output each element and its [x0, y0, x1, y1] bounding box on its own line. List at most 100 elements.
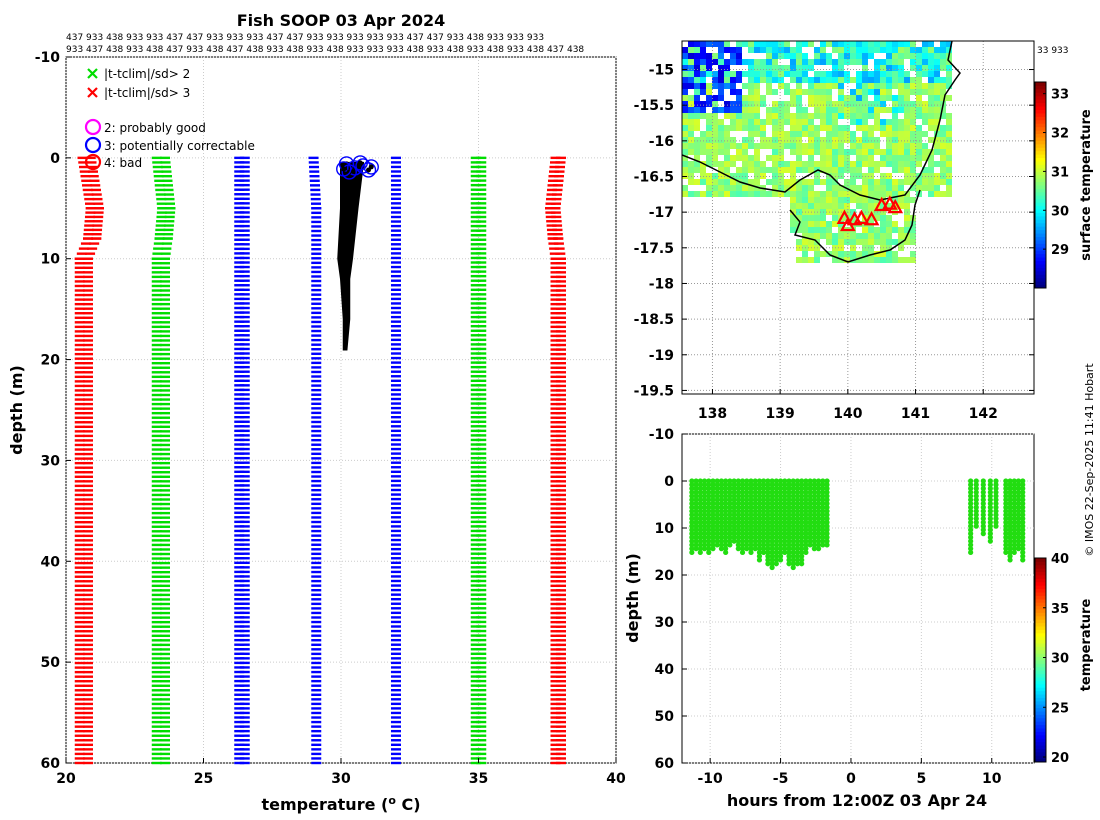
clim-1sd-high-mark: [391, 206, 401, 210]
clim-1sd-low-mark: [234, 397, 245, 401]
sst-pixel: [862, 47, 868, 53]
clim-2sd-high-mark: [470, 375, 481, 378]
clim-1sd-high-mark: [391, 611, 401, 615]
clim-mean-mark: [311, 452, 322, 456]
cast-point: [710, 504, 716, 510]
cast-point: [1003, 519, 1009, 525]
clim-2sd-high-mark: [470, 629, 481, 633]
cast-point: [790, 485, 796, 492]
cast-point: [993, 485, 999, 492]
cast-point: [714, 534, 720, 541]
cast-point: [756, 512, 763, 518]
clim-mean-mark: [311, 484, 322, 487]
colorbar-segment: [1035, 707, 1046, 712]
sst-pixel: [886, 89, 892, 95]
clim-3sd-low-inner-mark: [83, 348, 93, 351]
clim-3sd-high-inner-mark: [556, 439, 566, 442]
clim-2sd-low-inner-mark: [160, 348, 170, 351]
sst-pixel: [808, 215, 814, 221]
sst-pixel: [808, 95, 814, 101]
sst-pixel: [868, 185, 874, 191]
sst-pixel: [856, 59, 862, 65]
clim-3sd-low-inner-mark: [83, 698, 93, 701]
cast-point: [980, 527, 986, 533]
clim-2sd-low-mark: [151, 384, 162, 388]
clim-1sd-low-inner-mark: [239, 739, 250, 742]
clim-3sd-high-mark: [550, 716, 561, 719]
cast-point: [786, 519, 792, 525]
flagged-point: [363, 159, 379, 175]
colorbar-segment: [1035, 112, 1046, 117]
clim-2sd-low-mark: [151, 475, 162, 478]
clim-1sd-low-mark: [234, 716, 245, 719]
clim-mean-mark: [311, 425, 322, 428]
sst-pixel: [730, 53, 736, 59]
cast-point: [794, 512, 801, 518]
sst-pixel: [814, 137, 820, 143]
sst-pixel: [796, 203, 802, 209]
cast-point: [820, 497, 826, 503]
clim-3sd-high-mark: [550, 357, 561, 360]
sst-pixel: [868, 197, 874, 203]
clim-3sd-high-mark: [550, 680, 561, 683]
sst-pixel: [826, 149, 832, 155]
sst-pixel: [712, 125, 718, 131]
clim-2sd-high-inner-mark: [476, 224, 487, 228]
cast-point: [993, 519, 999, 525]
sst-pixel: [850, 113, 856, 119]
cast-point: [1015, 504, 1022, 510]
sst-pixel: [784, 41, 790, 47]
cast-point: [993, 516, 999, 522]
cast-point: [739, 538, 746, 544]
cast-point: [723, 546, 729, 552]
clim-1sd-high-mark: [391, 265, 401, 269]
clim-3sd-low-inner-mark: [83, 639, 93, 642]
cast-point: [811, 504, 817, 510]
cast-point: [1011, 519, 1017, 525]
sst-pixel: [898, 59, 904, 65]
cast-point: [1015, 508, 1022, 514]
sst-pixel: [706, 41, 712, 47]
sst-pixel: [790, 89, 796, 95]
cast-point: [815, 546, 822, 552]
clim-1sd-low-inner-mark: [239, 284, 250, 287]
sst-pixel: [682, 155, 688, 161]
sst-pixel: [706, 149, 712, 155]
sst-pixel: [880, 71, 886, 77]
cast-point: [973, 516, 979, 522]
clim-1sd-high-mark: [391, 261, 401, 264]
sst-pixel: [748, 95, 754, 101]
colorbar-segment: [1035, 171, 1046, 176]
cast-point: [1020, 493, 1026, 499]
sst-pixel: [694, 113, 700, 119]
cast-point: [727, 493, 733, 499]
cast-point: [786, 557, 792, 563]
colorbar-segment: [1035, 728, 1046, 732]
clim-1sd-low-mark: [234, 306, 245, 310]
clim-3sd-high-inner-mark: [553, 179, 564, 182]
sst-pixel: [796, 83, 802, 89]
clim-3sd-high-inner-mark: [553, 242, 564, 245]
sst-pixel: [832, 239, 838, 245]
sst-pixel: [688, 125, 694, 131]
sst-pixel: [694, 143, 700, 149]
clim-2sd-low-mark: [154, 237, 165, 240]
clim-2sd-low-inner-mark: [160, 611, 170, 615]
clim-3sd-low-inner-mark: [83, 652, 93, 656]
clim-3sd-low-mark: [74, 443, 85, 447]
sst-pixel: [916, 89, 922, 95]
hours-tick-label: -5: [773, 771, 789, 787]
sst-pixel: [736, 77, 742, 83]
clim-1sd-high-mark: [391, 729, 401, 733]
sst-pixel: [760, 119, 766, 125]
clim-mean-mark: [311, 420, 322, 424]
clim-3sd-high-mark: [550, 334, 561, 338]
cast-point: [782, 531, 788, 537]
clim-1sd-low-mark: [234, 507, 245, 510]
clim-1sd-low-mark: [234, 165, 245, 169]
sst-pixel: [760, 137, 766, 143]
cast-point: [794, 531, 801, 537]
sst-pixel: [910, 185, 916, 191]
clim-2sd-low-mark: [151, 330, 162, 333]
clim-3sd-high-mark: [550, 607, 561, 610]
